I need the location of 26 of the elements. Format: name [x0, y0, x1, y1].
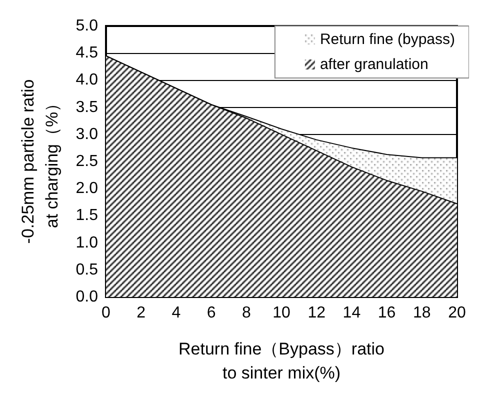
x-tick-label: 4 — [172, 304, 181, 322]
y-tick-label: 3.5 — [76, 98, 98, 116]
y-axis-title: -0.25mm particle ratio at charging（%） — [18, 79, 62, 244]
y-tick-label: 2.5 — [76, 153, 98, 170]
y-tick-label: 2.0 — [76, 180, 98, 198]
y-tick-label: 1.5 — [76, 207, 98, 224]
x-axis-title: Return fine（Bypass）ratio to sinter mix(%) — [178, 340, 384, 382]
legend-label: Return fine (bypass) — [320, 31, 456, 48]
y-tick-label: 3.0 — [76, 126, 98, 143]
y-tick-label: 0.5 — [76, 261, 98, 278]
x-tick-label: 14 — [342, 304, 361, 322]
legend-label: after granulation — [320, 56, 428, 73]
x-tick-label: 20 — [448, 304, 466, 322]
y-tick-label: 4.5 — [76, 44, 98, 62]
x-tick-label: 6 — [206, 304, 216, 322]
y-tick-label: 0.0 — [76, 288, 98, 306]
x-tick-label: 10 — [272, 304, 290, 322]
x-tick-label: 18 — [413, 304, 431, 322]
x-tick-label: 0 — [102, 304, 111, 322]
x-tick-label: 16 — [378, 304, 396, 322]
y-tick-label: 4.0 — [76, 72, 98, 89]
x-tick-label: 12 — [308, 304, 326, 322]
y-tick-label: 5.0 — [76, 18, 98, 34]
y-tick-label: 1.0 — [76, 234, 98, 252]
x-tick-label: 2 — [136, 304, 146, 322]
x-tick-label: 8 — [242, 304, 251, 322]
